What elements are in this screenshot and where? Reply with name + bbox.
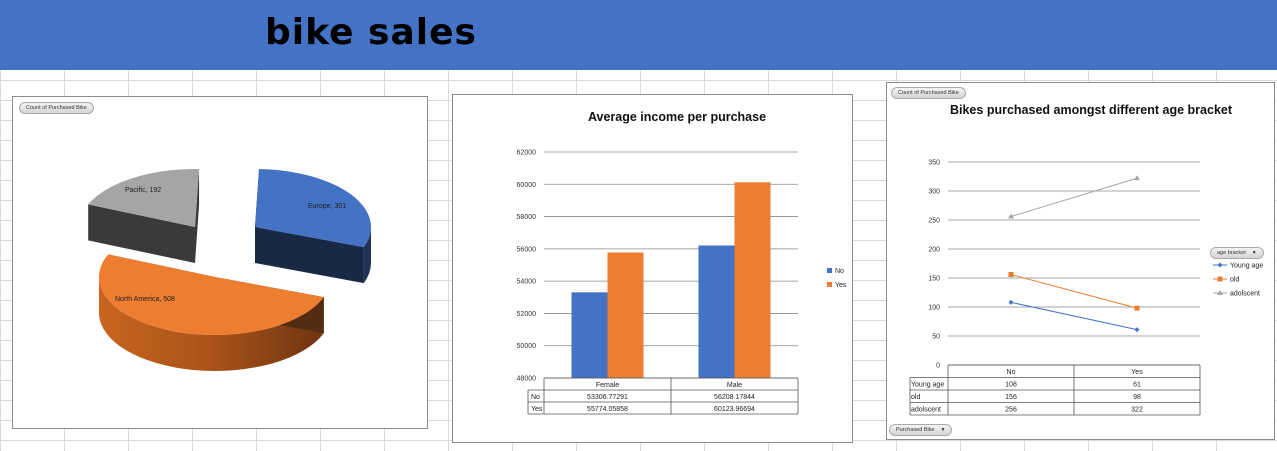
bar-chart-panel[interactable]: Average income per purchase 48000 50000 52… (452, 94, 853, 443)
line-legend-marker-old (1217, 276, 1223, 282)
pie-slice-top-pacific (88, 169, 200, 227)
bar-female-no (571, 292, 608, 378)
purchased-bike-filter-label: Purchased Bike (896, 427, 935, 433)
line-legend-marker-young-age (1217, 262, 1223, 268)
line-data-label: 322 (1131, 407, 1143, 414)
line-x-tick-label: No (1007, 369, 1016, 376)
line-y-tick-label: 100 (928, 305, 940, 312)
line-data-label: 61 (1133, 382, 1141, 389)
bar-data-label: 56208.17844 (714, 394, 755, 401)
bar-y-tick-label: 50000 (517, 343, 537, 350)
purchased-bike-filter-button[interactable]: Purchased Bike ▼ (889, 424, 953, 436)
bar-legend-swatch-yes (827, 282, 832, 287)
line-data-label: 256 (1005, 407, 1017, 414)
bar-y-tick-label: 54000 (517, 279, 537, 286)
line-y-tick-label: 350 (928, 160, 940, 167)
bar-y-tick-label: 60000 (517, 182, 537, 189)
bar-data-label: 55774.05858 (587, 406, 628, 413)
line-x-tick-label: Yes (1131, 369, 1143, 376)
pie-label-pacific: Pacific, 192 (125, 187, 161, 194)
bar-male-yes (734, 182, 771, 378)
line-point-adolscent (1008, 213, 1014, 219)
bar-chart-title: Average income per purchase (588, 110, 766, 124)
pie-chart: Pacific, 192 Europe, 301 North America, … (88, 169, 371, 371)
line-y-tick-label: 50 (932, 334, 940, 341)
pie-slice-face-europe (255, 227, 364, 284)
line-point-young-age (1008, 299, 1014, 305)
line-legend-label-young-age: Young age (1230, 263, 1263, 270)
pie-slice-side-north-america (99, 277, 324, 371)
pie-chart-panel[interactable]: Count of Purchased Bike Pacific, 192 Eur… (12, 96, 428, 429)
line-legend-marker-adolscent (1217, 290, 1223, 295)
line-table-series-label: Young age (911, 382, 944, 389)
line-data-label: 108 (1005, 382, 1017, 389)
pie-label-europe: Europe, 301 (308, 203, 346, 210)
pie-slice-pacific (88, 169, 200, 263)
line-point-old (1008, 272, 1014, 278)
line-field-button[interactable]: Count of Purchased Bike (891, 87, 966, 99)
line-series-young-age (1010, 301, 1138, 331)
bar-male-no (698, 245, 735, 378)
line-data-label: 156 (1005, 394, 1017, 401)
pie-slice-top-north-america (98, 254, 324, 336)
line-chart-panel[interactable]: Count of Purchased Bike age bracket ▼ Pur… (886, 82, 1275, 440)
bar-legend-label-yes: Yes (835, 282, 847, 289)
line-table-series-label: adolscent (911, 407, 941, 414)
bar-data-label: 60123.96694 (714, 406, 755, 413)
line-y-tick-label: 200 (928, 247, 940, 254)
line-chart-title: Bikes purchased amongst different age br… (950, 103, 1233, 117)
line-chart: Bikes purchased amongst different age br… (909, 103, 1263, 416)
bar-legend-label-no: No (835, 268, 844, 275)
line-point-adolscent (1134, 175, 1140, 181)
bar-y-tick-label: 48000 (517, 376, 537, 383)
bar-y-tick-label: 62000 (517, 150, 537, 157)
bar-y-tick-label: 52000 (517, 311, 537, 318)
line-series-old (1010, 274, 1138, 309)
line-field-button-label: Count of Purchased Bike (898, 90, 959, 96)
line-legend-label-old: old (1230, 277, 1239, 284)
chevron-down-icon: ▼ (940, 427, 946, 433)
pie-field-button[interactable]: Count of Purchased Bike (19, 102, 94, 114)
pie-slice-face-pacific (88, 204, 195, 263)
pie-label-north-america: North America, 508 (115, 296, 175, 303)
bar-legend-swatch-no (827, 268, 832, 273)
line-point-young-age (1134, 327, 1140, 333)
bar-y-tick-label: 56000 (517, 246, 537, 253)
chevron-down-icon: ▼ (1251, 250, 1257, 256)
bar-x-tick-label: Female (596, 382, 619, 389)
line-y-tick-label: 150 (928, 276, 940, 283)
bar-chart: Average income per purchase 48000 50000 52… (517, 110, 847, 415)
bar-x-tick-label: Male (727, 382, 742, 389)
pie-field-button-label: Count of Purchased Bike (26, 105, 87, 111)
line-point-old (1134, 305, 1140, 311)
age-bracket-filter-label: age bracket (1217, 250, 1246, 256)
pie-slice-north-america (98, 254, 324, 371)
bar-data-label: 53306.77291 (587, 394, 628, 401)
pie-slice-europe (255, 169, 371, 284)
line-legend-label-adolscent: adolscent (1230, 291, 1260, 298)
bar-table-series-yes: Yes (531, 406, 543, 413)
bar-y-tick-label: 58000 (517, 214, 537, 221)
age-bracket-filter-button[interactable]: age bracket ▼ (1210, 247, 1264, 259)
line-series-adolscent (1010, 177, 1138, 217)
pie-slice-face-pacific (195, 169, 200, 263)
line-y-tick-label: 0 (936, 363, 940, 370)
line-y-tick-label: 300 (928, 189, 940, 196)
bar-female-yes (607, 252, 644, 378)
line-data-label: 98 (1133, 394, 1141, 401)
page-title: bike sales (265, 12, 477, 53)
bar-table-series-no: No (531, 394, 540, 401)
pie-slice-top-europe (255, 169, 371, 248)
pie-slice-side-europe (363, 227, 371, 284)
line-y-tick-label: 250 (928, 218, 940, 225)
line-table-series-label: old (911, 394, 920, 401)
title-banner: bike sales (0, 0, 1277, 70)
